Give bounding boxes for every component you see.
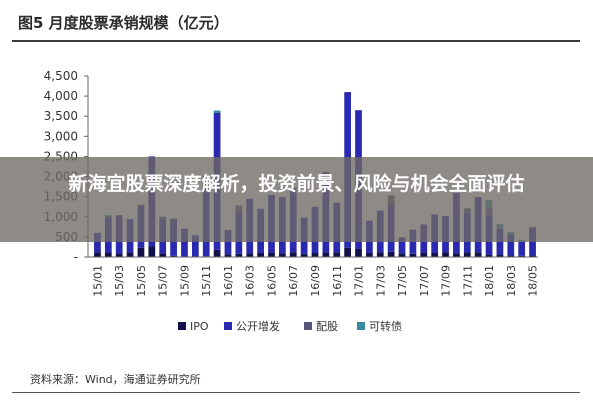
bar-segment xyxy=(333,252,341,257)
bar-segment xyxy=(126,252,134,257)
bar-segment xyxy=(518,241,526,256)
x-tick-label: 18/01 xyxy=(483,265,496,297)
x-tick-label: 16/09 xyxy=(309,265,322,297)
bar-segment xyxy=(213,110,221,113)
bar-segment xyxy=(104,252,112,257)
bar-segment xyxy=(431,252,439,257)
source-note: 资料来源：Wind，海通证券研究所 xyxy=(30,373,201,386)
legend-swatch xyxy=(224,322,232,330)
x-tick-label: 15/07 xyxy=(157,265,170,297)
bar-segment xyxy=(213,249,221,257)
footer-rule xyxy=(12,392,580,393)
y-tick-label: 4,000 xyxy=(44,89,78,103)
x-tick-label: 17/07 xyxy=(418,265,431,297)
bar-segment xyxy=(474,252,482,257)
legend-swatch xyxy=(304,322,312,330)
x-tick-label: 16/05 xyxy=(265,265,278,297)
bar-segment xyxy=(311,252,319,257)
x-tick-label: 16/07 xyxy=(287,265,300,297)
headline-overlay: 新海宜股票深度解析，投资前景、风险与机会全面评估 xyxy=(0,157,593,242)
x-tick-label: 16/03 xyxy=(244,265,257,297)
bar-segment xyxy=(289,252,297,257)
legend-label: 公开增发 xyxy=(236,319,280,333)
x-tick-label: 15/05 xyxy=(135,265,148,297)
bar-segment xyxy=(224,254,232,257)
x-tick-label: 17/05 xyxy=(396,265,409,297)
x-tick-label: 17/03 xyxy=(374,265,387,297)
bar-segment xyxy=(278,253,286,257)
bar-segment xyxy=(224,230,232,255)
bar-segment xyxy=(344,247,351,257)
bar-segment xyxy=(235,253,243,257)
bar-segment xyxy=(300,253,308,257)
x-tick-label: 17/09 xyxy=(440,265,453,297)
legend-swatch xyxy=(178,322,186,330)
bar-segment xyxy=(398,237,406,254)
bar-segment xyxy=(387,251,395,257)
legend-swatch xyxy=(357,322,365,330)
x-tick-label: 15/01 xyxy=(91,265,104,297)
bar-segment xyxy=(322,252,330,257)
bar-segment xyxy=(398,253,406,257)
bar-segment xyxy=(529,255,536,257)
bar-segment xyxy=(453,253,460,257)
x-tick-label: 15/03 xyxy=(113,265,126,297)
bar-segment xyxy=(507,234,515,256)
bar-segment xyxy=(463,252,471,257)
bar-segment xyxy=(485,254,493,257)
bar-segment xyxy=(159,253,167,257)
y-tick-label: - xyxy=(74,250,78,264)
bar-segment xyxy=(376,252,384,257)
bar-segment xyxy=(191,235,199,257)
legend: IPO 公开增发 配股 可转债 xyxy=(178,319,402,333)
legend-label: 可转债 xyxy=(369,319,402,333)
bar-segment xyxy=(94,252,101,257)
x-tick-label: 16/01 xyxy=(222,265,235,297)
x-tick-label: 18/03 xyxy=(505,265,518,297)
header-rule xyxy=(12,40,580,42)
bar-segment xyxy=(137,247,145,257)
bar-segment xyxy=(355,248,362,257)
y-tick-label: 3,500 xyxy=(44,109,78,123)
bar-segment xyxy=(507,255,515,257)
bar-segment xyxy=(148,246,156,257)
bar-segment xyxy=(496,254,504,257)
headline-text: 新海宜股票深度解析，投资前景、风险与机会全面评估 xyxy=(68,173,525,195)
x-axis: 15/01 15/03 15/05 15/07 15/09 15/11 16/01 16/03… xyxy=(88,256,540,297)
bar-segment xyxy=(115,253,123,257)
bar-segment xyxy=(442,252,449,257)
bar-segment xyxy=(409,253,417,257)
figure-header: 图5 月度股票承销规模（亿元） xyxy=(0,0,593,44)
x-tick-label: 17/01 xyxy=(353,265,366,297)
y-tick-label: 3,000 xyxy=(44,129,78,143)
bar-segment xyxy=(246,253,254,257)
bar-segment xyxy=(170,255,177,257)
bar-segment xyxy=(366,252,373,257)
x-tick-label: 16/11 xyxy=(331,265,344,297)
x-tick-label: 15/09 xyxy=(178,265,191,297)
x-tick-label: 18/05 xyxy=(527,265,540,297)
bar-segment xyxy=(518,255,526,257)
figure-title: 图5 月度股票承销规模（亿元） xyxy=(18,14,229,32)
legend-label: IPO xyxy=(190,320,209,333)
bar-segment xyxy=(257,252,264,257)
x-tick-label: 15/11 xyxy=(200,265,213,297)
bar-segment xyxy=(94,232,101,253)
x-tick-label: 17/11 xyxy=(461,265,474,297)
y-tick-label: 4,500 xyxy=(44,69,78,83)
bar-segment xyxy=(181,228,188,257)
legend-label: 配股 xyxy=(316,320,338,333)
bar-segment xyxy=(268,252,275,257)
bar-segment xyxy=(420,252,428,257)
